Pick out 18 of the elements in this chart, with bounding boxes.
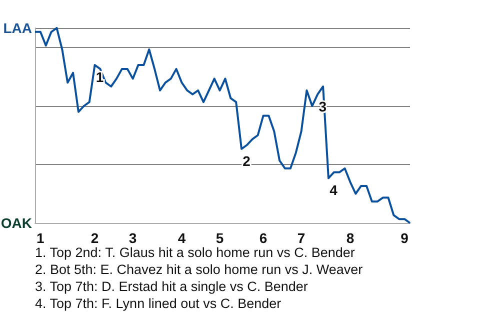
annotation: 2 [242,152,251,169]
text: 3. Top 7th: D. Erstad hit a single vs C. Bender [35,278,309,295]
x-tick-label: 9 [400,230,409,246]
x-tick-label: 7 [297,230,306,246]
text: 2. Bot 5th: E. Chavez hit a solo home run vs J. Weaver [35,261,363,278]
text: LAA [3,20,32,36]
text: 1. Top 2nd: T. Glaus hit a solo home run vs C. Bender [35,244,356,261]
x-tick-label: 8 [346,230,354,246]
x-tick-label: 4 [178,230,186,246]
x-tick-label: 5 [216,230,224,246]
x-tick-label: 3 [128,230,137,246]
annotation: 1 [96,69,104,86]
x-tick-label: 2 [90,230,99,246]
annotation: 4 [330,182,338,198]
text: OAK [0,215,32,231]
x-tick-label: 1 [36,230,45,246]
text: 4. Top 7th: F. Lynn lined out vs C. Bender [35,295,282,312]
x-tick-label: 6 [259,230,268,246]
